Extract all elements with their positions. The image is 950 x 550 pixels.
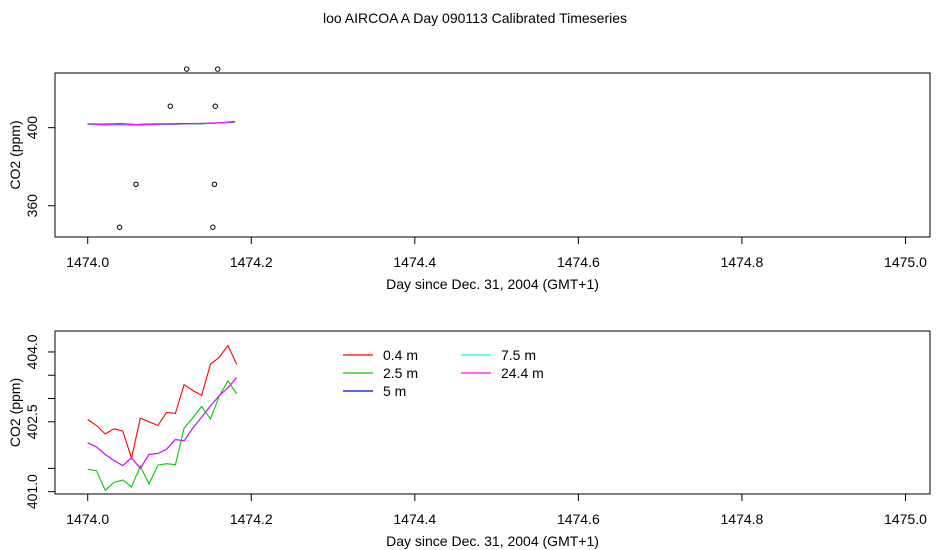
- series-line-7-5-m: [87, 377, 238, 470]
- data-point: [133, 181, 139, 187]
- series-line-24-4-m: [87, 377, 238, 470]
- plot-panel-1: 1474.0 1474.2 1474.4 1474.6 1474.8 1475.0 Day …: [7, 72, 931, 292]
- x-tick-label: 1474.6: [557, 254, 600, 270]
- data-point: [167, 103, 174, 109]
- data-point: [116, 224, 123, 230]
- plot-area: [87, 120, 235, 126]
- x-tick-label: 1475.0: [884, 511, 927, 527]
- y-axis-label: CO2 (ppm): [7, 378, 23, 447]
- series-line-5-m: [87, 377, 238, 470]
- x-tick-label: 1474.2: [230, 511, 273, 527]
- x-tick-label: 1475.0: [884, 254, 927, 270]
- y-tick-label: 404.0: [24, 334, 40, 369]
- x-axis-label: Day since Dec. 31, 2004 (GMT+1): [386, 276, 599, 292]
- y-tick-label: 400: [24, 116, 40, 140]
- x-tick-label: 1474.6: [557, 511, 600, 527]
- x-tick-label: 1474.4: [393, 511, 436, 527]
- series-line-2-5-m: [87, 379, 238, 492]
- x-axis-label: Day since Dec. 31, 2004 (GMT+1): [386, 533, 599, 549]
- plot-area: [87, 344, 238, 492]
- x-tick-label: 1474.4: [393, 254, 436, 270]
- plot-frame: [54, 330, 931, 495]
- y-tick-label: 401.0: [24, 474, 40, 509]
- x-tick-label: 1474.0: [66, 254, 109, 270]
- y-tick-label: 360: [24, 194, 40, 218]
- data-point: [212, 103, 218, 109]
- plot-frame: [54, 72, 931, 238]
- legend-label: 5 m: [383, 383, 406, 399]
- data-point: [210, 224, 216, 230]
- x-tick-label: 1474.0: [66, 511, 109, 527]
- y-axis-label: CO2 (ppm): [7, 120, 23, 189]
- series-line-0-4-m: [87, 344, 238, 461]
- series-line-24-4-m: [87, 121, 235, 126]
- legend-label: 24.4 m: [501, 365, 544, 381]
- y-tick-label: 402.5: [24, 404, 40, 439]
- x-tick-label: 1474.2: [230, 254, 273, 270]
- plot-panel-2: 1474.0 1474.2 1474.4 1474.6 1474.8 1475.0 Day …: [7, 330, 931, 549]
- x-tick-label: 1474.8: [721, 254, 764, 270]
- x-tick-label: 1474.8: [721, 511, 764, 527]
- legend-label: 2.5 m: [383, 365, 418, 381]
- data-point: [183, 66, 190, 72]
- data-point: [211, 181, 218, 187]
- legend-label: 0.4 m: [383, 347, 418, 363]
- data-point: [215, 66, 221, 72]
- legend-label: 7.5 m: [501, 347, 536, 363]
- chart-title: loo AIRCOA A Day 090113 Calibrated Times…: [322, 10, 627, 26]
